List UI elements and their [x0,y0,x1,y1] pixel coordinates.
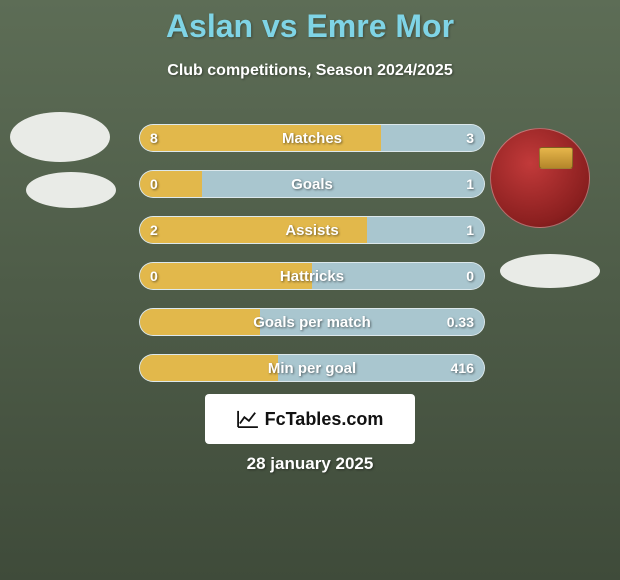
stat-bar-left [140,355,278,381]
stat-value-right: 1 [466,171,474,197]
chart-icon [237,410,259,428]
stat-bar-left [140,263,312,289]
source-logo-text: FcTables.com [265,409,384,430]
stat-row-goals: 0 1 Goals [139,170,485,198]
stat-value-left: 0 [150,263,158,289]
player2-avatar-small [500,254,600,288]
stat-value-right: 3 [466,125,474,151]
comparison-canvas: Aslan vs Emre Mor Club competitions, Sea… [0,0,620,580]
player1-avatar-small [26,172,116,208]
date-label: 28 january 2025 [0,454,620,474]
stat-value-right: 0 [466,263,474,289]
stat-bars: 8 3 Matches 0 1 Goals 2 1 Assists 0 0 Ha… [139,124,485,400]
stat-bar-left [140,125,381,151]
stat-value-left: 0 [150,171,158,197]
player2-avatar [490,128,590,228]
stat-value-right: 416 [451,355,474,381]
stat-row-min-per-goal: 416 Min per goal [139,354,485,382]
stat-value-right: 1 [466,217,474,243]
stat-value-right: 0.33 [447,309,474,335]
stat-bar-left [140,217,367,243]
stat-row-assists: 2 1 Assists [139,216,485,244]
player1-avatar [10,112,110,162]
stat-value-left: 2 [150,217,158,243]
stat-bar-right [312,263,484,289]
stat-row-hattricks: 0 0 Hattricks [139,262,485,290]
stat-bar-left [140,309,260,335]
source-logo: FcTables.com [205,394,415,444]
stat-bar-right [202,171,484,197]
stat-row-matches: 8 3 Matches [139,124,485,152]
page-subtitle: Club competitions, Season 2024/2025 [0,62,620,80]
stat-row-goals-per-match: 0.33 Goals per match [139,308,485,336]
player2-club-crest [539,147,573,169]
page-title: Aslan vs Emre Mor [0,8,620,45]
stat-value-left: 8 [150,125,158,151]
